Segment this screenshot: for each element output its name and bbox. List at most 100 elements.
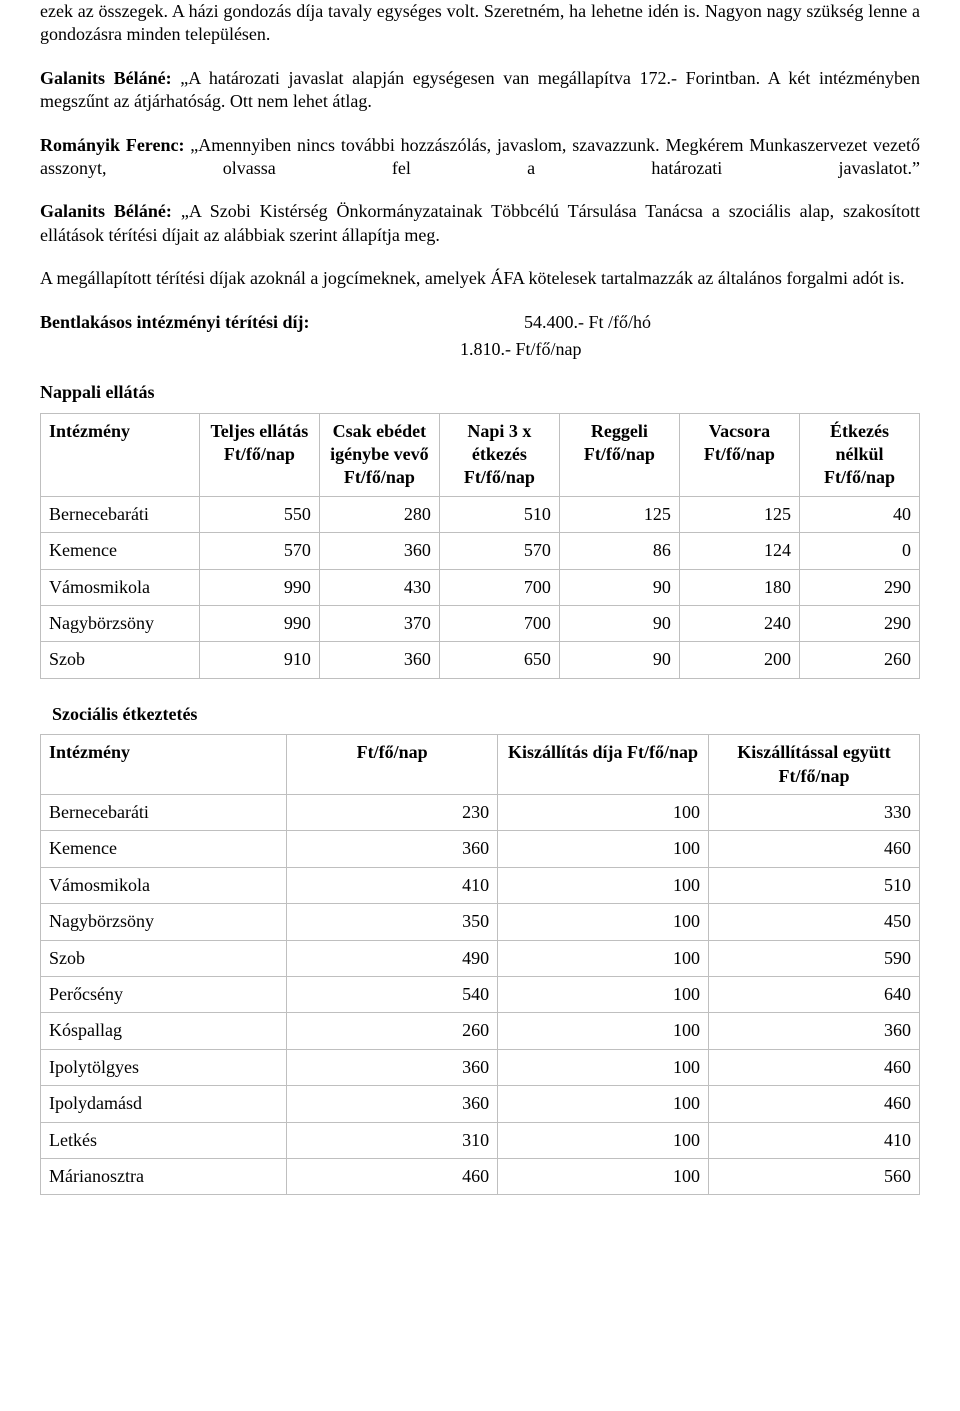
table-cell: Márianosztra xyxy=(41,1158,287,1194)
table-row: Vámosmikola410100510 xyxy=(41,867,920,903)
table-cell: 260 xyxy=(799,642,919,678)
table-cell: 460 xyxy=(709,1086,920,1122)
table-cell: 260 xyxy=(287,1013,498,1049)
table-cell: 360 xyxy=(287,1049,498,1085)
table-header: Kiszállítással együtt Ft/fő/nap xyxy=(709,735,920,795)
paragraph-1: ezek az összegek. A házi gondozás díja t… xyxy=(40,0,920,47)
paragraph-3: Rományik Ferenc: „Amennyiben nincs továb… xyxy=(40,134,920,181)
paragraph-2-text: „A határozati javaslat alapján egységese… xyxy=(40,68,920,111)
table-cell: Szob xyxy=(41,642,200,678)
table-row: Bernecebaráti230100330 xyxy=(41,794,920,830)
table-header: Napi 3 x étkezés Ft/fő/nap xyxy=(439,413,559,496)
table-cell: 350 xyxy=(287,904,498,940)
table-cell: 590 xyxy=(709,940,920,976)
table-cell: Kemence xyxy=(41,831,287,867)
table-header: Reggeli Ft/fő/nap xyxy=(559,413,679,496)
table-cell: 570 xyxy=(439,533,559,569)
table-cell: Nagybörzsöny xyxy=(41,606,200,642)
table-cell: Kóspallag xyxy=(41,1013,287,1049)
table-row: Letkés310100410 xyxy=(41,1122,920,1158)
table-cell: 510 xyxy=(709,867,920,903)
table-header: Intézmény xyxy=(41,735,287,795)
table-cell: 550 xyxy=(199,496,319,532)
table-cell: 510 xyxy=(439,496,559,532)
table-cell: 700 xyxy=(439,606,559,642)
table-cell: 360 xyxy=(287,831,498,867)
table-cell: 240 xyxy=(679,606,799,642)
table-cell: 330 xyxy=(709,794,920,830)
table-header: Étkezés nélkül Ft/fő/nap xyxy=(799,413,919,496)
fee-label: Bentlakásos intézményi térítési díj: xyxy=(40,311,524,334)
table-cell: Nagybörzsöny xyxy=(41,904,287,940)
table-row: Szob490100590 xyxy=(41,940,920,976)
table-cell: 100 xyxy=(498,976,709,1012)
table-cell: 910 xyxy=(199,642,319,678)
table-cell: 640 xyxy=(709,976,920,1012)
table-cell: Vámosmikola xyxy=(41,867,287,903)
table-row: Márianosztra460100560 xyxy=(41,1158,920,1194)
table-cell: 990 xyxy=(199,606,319,642)
table-cell: 100 xyxy=(498,867,709,903)
fee-line: Bentlakásos intézményi térítési díj: 54.… xyxy=(40,311,920,334)
table-cell: 310 xyxy=(287,1122,498,1158)
table-cell: 410 xyxy=(287,867,498,903)
szocialis-etkeztetes-table: IntézményFt/fő/napKiszállítás díja Ft/fő… xyxy=(40,734,920,1195)
table-cell: 650 xyxy=(439,642,559,678)
table-header: Ft/fő/nap xyxy=(287,735,498,795)
table-header: Csak ebédet igénybe vevő Ft/fő/nap xyxy=(319,413,439,496)
speaker-romanyik: Rományik Ferenc: xyxy=(40,135,184,155)
speaker-galanits-1: Galanits Béláné: xyxy=(40,68,172,88)
table-cell: 100 xyxy=(498,1086,709,1122)
table-cell: 100 xyxy=(498,1158,709,1194)
table-cell: 100 xyxy=(498,1013,709,1049)
table-cell: 700 xyxy=(439,569,559,605)
table-cell: 360 xyxy=(709,1013,920,1049)
table-cell: 230 xyxy=(287,794,498,830)
table-row: Kemence360100460 xyxy=(41,831,920,867)
table-row: Kemence570360570861240 xyxy=(41,533,920,569)
table-cell: Kemence xyxy=(41,533,200,569)
table-cell: Vámosmikola xyxy=(41,569,200,605)
table-cell: 360 xyxy=(319,533,439,569)
table-cell: 180 xyxy=(679,569,799,605)
table-cell: Letkés xyxy=(41,1122,287,1158)
table-cell: 90 xyxy=(559,606,679,642)
table-row: Ipolydamásd360100460 xyxy=(41,1086,920,1122)
table-cell: 200 xyxy=(679,642,799,678)
table-header: Teljes ellátás Ft/fő/nap xyxy=(199,413,319,496)
table-cell: 490 xyxy=(287,940,498,976)
table-cell: 460 xyxy=(709,831,920,867)
table-row: Ipolytölgyes360100460 xyxy=(41,1049,920,1085)
table-cell: 450 xyxy=(709,904,920,940)
table-cell: 540 xyxy=(287,976,498,1012)
table-row: Bernecebaráti55028051012512540 xyxy=(41,496,920,532)
szocialis-etkeztetes-title: Szociális étkeztetés xyxy=(52,703,920,726)
table-cell: Ipolytölgyes xyxy=(41,1049,287,1085)
table-cell: 100 xyxy=(498,794,709,830)
fee-value-2: 1.810.- Ft/fő/nap xyxy=(436,338,920,361)
table-header: Intézmény xyxy=(41,413,200,496)
table-cell: 0 xyxy=(799,533,919,569)
table-row: Kóspallag260100360 xyxy=(41,1013,920,1049)
table-cell: 360 xyxy=(319,642,439,678)
table-cell: Ipolydamásd xyxy=(41,1086,287,1122)
table-cell: 100 xyxy=(498,1122,709,1158)
table-cell: 570 xyxy=(199,533,319,569)
table-row: Nagybörzsöny99037070090240290 xyxy=(41,606,920,642)
table-cell: 280 xyxy=(319,496,439,532)
speaker-galanits-2: Galanits Béláné: xyxy=(40,201,172,221)
table-row: Szob91036065090200260 xyxy=(41,642,920,678)
table-cell: 430 xyxy=(319,569,439,605)
table-cell: Bernecebaráti xyxy=(41,496,200,532)
table-cell: Szob xyxy=(41,940,287,976)
paragraph-2: Galanits Béláné: „A határozati javaslat … xyxy=(40,67,920,114)
table-cell: 560 xyxy=(709,1158,920,1194)
table-row: Perőcsény540100640 xyxy=(41,976,920,1012)
nappali-ellatas-table: IntézményTeljes ellátás Ft/fő/napCsak eb… xyxy=(40,413,920,679)
paragraph-4: Galanits Béláné: „A Szobi Kistérség Önko… xyxy=(40,200,920,247)
paragraph-5: A megállapított térítési díjak azoknál a… xyxy=(40,267,920,290)
table-header: Vacsora Ft/fő/nap xyxy=(679,413,799,496)
table-cell: 125 xyxy=(559,496,679,532)
table-cell: 90 xyxy=(559,642,679,678)
table-cell: 100 xyxy=(498,831,709,867)
